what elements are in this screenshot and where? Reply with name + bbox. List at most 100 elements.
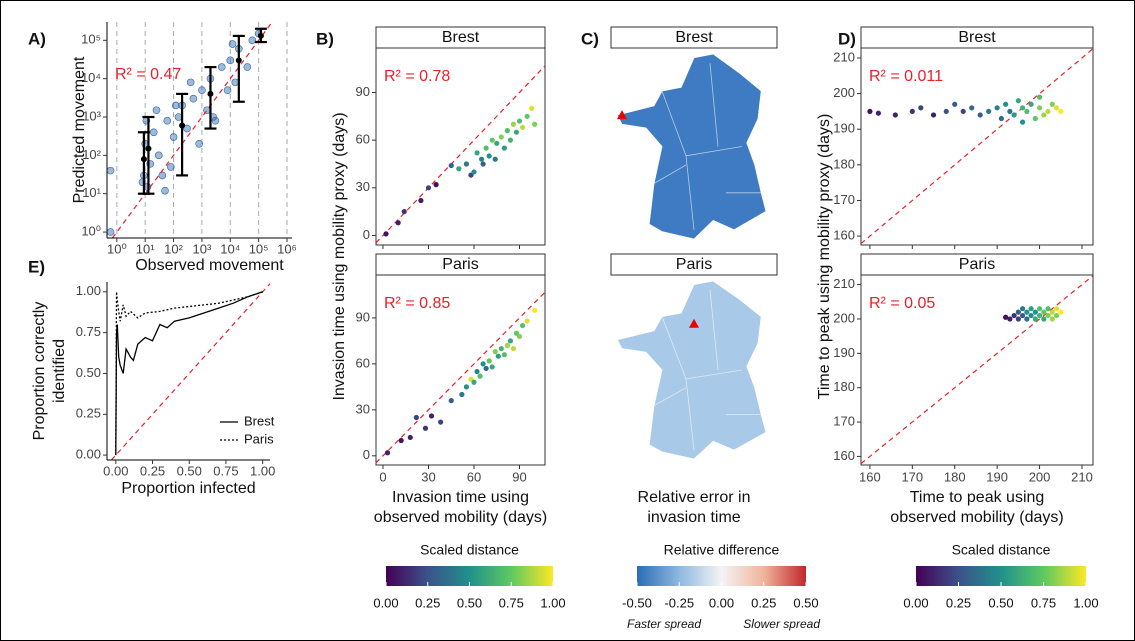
point [1015,309,1021,315]
map-boundary [685,369,743,380]
point [1053,105,1060,111]
point [248,36,257,45]
point [504,342,510,349]
point [930,112,937,118]
colorbar-tick-label: -0.50 [622,595,652,610]
point [463,384,470,390]
line [115,291,263,456]
point [1028,101,1034,107]
x-axis-title: Relative error in [638,489,751,506]
map-boundary [709,289,719,371]
point [459,391,465,398]
point [486,153,492,159]
point [1049,309,1055,315]
annotation: R² = 0.011 [869,68,943,85]
point [483,145,489,151]
x-axis-title: Observed movement [135,257,284,274]
point [226,56,235,65]
y-tick-label: 90 [356,84,370,99]
x-tick-label: 1.00 [250,463,275,478]
legend-label: Brest [244,413,275,428]
reference-line [860,275,1094,465]
point [498,134,504,140]
point [875,110,881,116]
facet-strip [610,26,778,49]
y-tick-label: 1.00 [76,283,101,298]
point [519,322,526,329]
point [189,94,198,103]
point [486,358,492,364]
x-tick-label: 170 [901,469,923,484]
point [186,78,195,87]
point [223,86,232,94]
point [471,379,477,385]
point [1024,316,1030,322]
colorbar [916,566,1086,586]
point [1028,312,1034,319]
point [422,425,429,431]
point [1024,309,1030,315]
point [1032,309,1038,315]
point [867,108,873,115]
colorbar-tick-label: 0.75 [1031,595,1056,610]
y-tick-label: 60 [356,355,370,370]
point [1011,112,1017,118]
point [480,161,486,167]
point [1041,112,1047,118]
facet-title: Paris [959,256,995,273]
point [1041,309,1047,315]
point [1015,316,1021,322]
x-tick-label: 10¹ [136,241,155,256]
x-tick-label: 30 [421,469,435,484]
point [952,101,958,107]
colorbar-tick-label: 0.25 [946,595,971,610]
y-tick-label: 0.75 [76,324,101,339]
point [1007,108,1013,115]
point [516,333,523,339]
colorbar [637,566,806,586]
x-axis-title: Proportion infected [121,480,255,497]
point [918,105,924,111]
point [507,338,514,344]
point [1041,316,1047,322]
city-marker [689,318,699,328]
point [480,361,486,367]
point [494,140,500,146]
point [1049,316,1055,322]
y-tick-label: 10⁰ [81,223,101,238]
point [1015,98,1021,104]
x-tick-label: 0 [379,469,386,484]
annotation: R² = 0.85 [384,295,450,312]
point [994,105,1000,111]
legend-label: Paris [244,431,274,446]
point [1045,312,1051,319]
point [495,353,501,359]
point [474,150,480,156]
colorbar-tick-label: 1.00 [1073,595,1098,610]
y-tick-label: 200 [833,310,855,325]
y-tick-label: 190 [833,121,855,136]
facet-title: Paris [676,256,712,273]
point [1019,306,1026,312]
point [1045,306,1051,312]
point [183,124,191,133]
point [1032,115,1038,122]
point [507,137,514,143]
point [504,128,510,134]
x-axis-title: observed mobility (days) [374,509,547,526]
y-tick-label: 180 [833,379,855,394]
point [217,63,226,71]
x-axis-title: observed mobility (days) [890,509,1063,526]
x-tick-label: 180 [944,469,966,484]
point [892,112,898,118]
x-tick-label: 10⁵ [249,241,269,256]
median-point [257,32,264,39]
colorbar-title: Scaled distance [952,542,1051,558]
point [510,345,517,352]
panel-label: A) [28,29,46,48]
point [398,437,404,444]
point [498,345,504,352]
point [529,105,535,111]
y-tick-label: 200 [833,85,855,100]
point [243,63,252,71]
